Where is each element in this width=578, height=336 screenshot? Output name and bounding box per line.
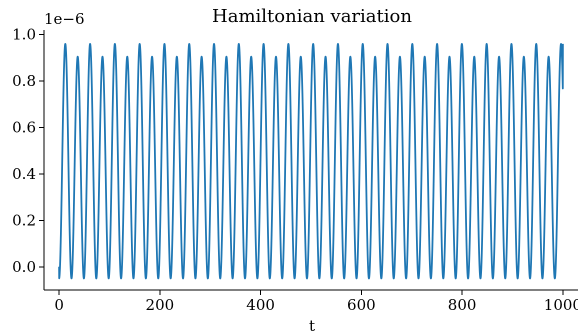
x-tick-label: 200 [146,296,175,314]
y-tick-label: 0.4 [12,165,36,183]
y-tick-label: 0.8 [12,72,36,90]
y-axis-offset-label: 1e−6 [44,10,85,28]
chart-title: Hamiltonian variation [212,6,412,27]
x-tick-label: 1000 [544,296,578,314]
x-tick-label: 600 [347,296,376,314]
series-line-0 [58,43,564,280]
x-tick-label: 0 [54,296,64,314]
x-tick-label: 400 [246,296,275,314]
x-tick-label: 800 [448,296,477,314]
y-tick-label: 0.6 [12,119,36,137]
x-axis-label: t [309,317,315,335]
y-tick-label: 1.0 [12,26,36,44]
y-tick-label: 0.2 [12,211,36,229]
plot-area: 0 200 400 600 800 1000 0.0 0.2 0.4 0.6 0.8 1.0 [12,26,578,314]
y-tick-label: 0.0 [12,258,36,276]
